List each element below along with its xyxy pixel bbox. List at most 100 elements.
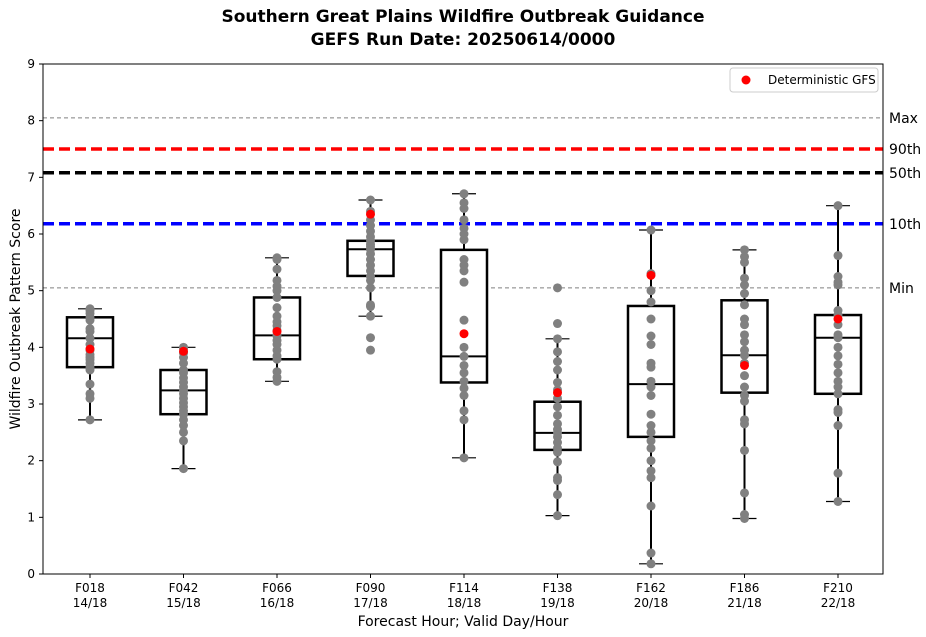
member-point [553,334,562,344]
member-point [553,402,562,412]
member-point [459,315,469,325]
member-point [646,358,656,368]
member-point [646,559,656,569]
box-group-f066 [252,253,302,386]
box-group-f042 [159,342,208,474]
member-point [459,189,469,199]
member-point [459,383,469,393]
member-point [459,391,469,400]
member-point [740,300,749,310]
member-point [646,436,656,446]
member-point [459,453,469,463]
member-point [646,466,656,476]
member-point [459,376,469,386]
member-point [646,376,656,386]
x-tick-label-hour: F114 [449,581,479,595]
member-point [272,311,282,321]
x-tick-label-hour: F210 [823,581,853,595]
member-point [646,473,656,483]
deterministic-point [366,209,375,219]
member-point [833,405,843,415]
member-point [740,330,749,340]
member-point [740,391,749,400]
y-tick-label: 8 [27,114,35,128]
member-point [646,391,656,400]
y-tick-label: 0 [27,567,35,581]
member-point [740,289,749,298]
member-point [85,379,95,389]
x-tick-label-valid: 18/18 [447,596,482,610]
y-tick-label: 4 [27,340,35,354]
ref-label-90th: 90th [889,142,921,158]
deterministic-point [272,326,282,336]
member-point [740,252,749,262]
member-point [85,389,95,399]
deterministic-point [85,344,95,354]
member-point [740,371,749,381]
member-point [833,359,843,369]
legend-marker-deterministic-gfs [741,75,751,85]
member-point [272,275,282,285]
x-tick-label-hour: F162 [636,581,666,595]
x-tick-label-valid: 20/18 [634,596,669,610]
member-point [646,409,656,419]
member-point [179,436,188,446]
member-point [646,443,656,453]
member-point [553,377,562,387]
x-tick-label-hour: F018 [75,581,105,595]
member-point [366,345,375,355]
deterministic-point [646,270,656,280]
x-tick-label-hour: F090 [356,581,386,595]
member-point [740,273,749,283]
member-point [272,303,282,313]
member-point [553,365,562,375]
member-point [553,457,562,467]
member-point [459,360,469,370]
box-group-f090 [346,195,395,355]
member-point [85,415,95,425]
member-point [459,351,469,361]
plot-frame [42,63,884,575]
x-tick-label-valid: 21/18 [727,596,762,610]
y-axis-label: Wildfire Outbreak Pattern Score [8,208,24,429]
x-tick-label-valid: 22/18 [821,596,856,610]
member-point [740,280,749,290]
member-point [179,427,188,437]
member-point [740,510,749,519]
member-point [833,251,843,261]
member-point [366,195,375,205]
member-point [459,223,469,233]
member-point [646,501,656,511]
deterministic-point [833,314,843,324]
member-point [646,286,656,296]
member-point [740,345,749,355]
member-point [366,300,375,310]
member-point [740,337,749,347]
member-point [740,415,749,425]
member-point [646,456,656,466]
ref-label-min: Min [889,281,914,297]
y-tick-label: 1 [27,510,35,524]
member-point [553,473,562,483]
member-point [553,319,562,329]
member-point [459,415,469,425]
member-point [553,357,562,366]
legend-box [729,67,879,93]
box-plots [65,189,863,569]
member-point [833,368,843,378]
y-tick-label: 7 [27,170,35,184]
member-point [553,410,562,420]
chart-subtitle: GEFS Run Date: 20250614/0000 [311,30,616,50]
x-tick-label-hour: F066 [262,581,292,595]
box-group-f186 [720,245,769,523]
member-point [646,297,656,307]
member-point [459,198,469,208]
member-point [179,464,188,474]
ref-label-10th: 10th [889,217,921,233]
x-axis-label: Forecast Hour; Valid Day/Hour [358,614,569,630]
box-group-f210 [813,201,863,506]
x-tick-label-hour: F186 [730,581,760,595]
member-point [553,347,562,357]
member-point [833,421,843,431]
